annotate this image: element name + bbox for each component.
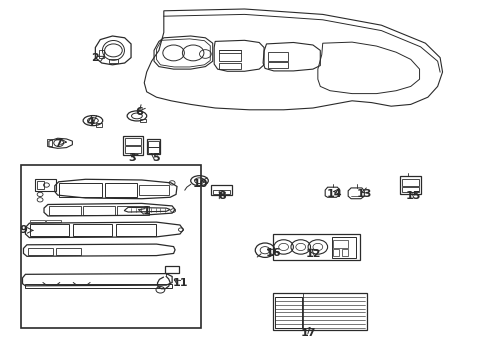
Text: 10: 10 xyxy=(192,179,208,189)
Text: 5: 5 xyxy=(152,153,160,163)
Text: 6: 6 xyxy=(135,107,143,117)
Bar xyxy=(35,179,56,191)
Text: 13: 13 xyxy=(356,189,371,199)
Bar xyxy=(267,62,287,68)
Bar xyxy=(99,50,104,58)
Bar xyxy=(401,187,418,192)
Bar xyxy=(47,139,52,146)
Text: 9: 9 xyxy=(20,225,27,235)
Bar xyxy=(28,248,53,255)
Text: 4: 4 xyxy=(86,117,94,127)
Bar xyxy=(272,293,366,330)
Bar xyxy=(213,190,229,194)
Text: 17: 17 xyxy=(300,328,315,338)
Bar xyxy=(25,284,172,288)
Bar xyxy=(331,237,355,258)
Bar xyxy=(267,52,287,61)
Bar xyxy=(59,183,102,197)
Bar xyxy=(219,63,241,69)
Bar xyxy=(125,146,141,153)
Bar xyxy=(30,220,45,222)
Bar xyxy=(83,206,115,215)
Text: 1: 1 xyxy=(142,206,150,216)
Bar xyxy=(105,183,137,197)
Text: 16: 16 xyxy=(265,248,281,258)
Bar xyxy=(140,119,145,122)
Bar xyxy=(333,249,339,256)
Bar xyxy=(20,165,201,328)
Bar xyxy=(274,297,301,328)
Bar xyxy=(401,179,418,186)
Bar xyxy=(399,176,420,194)
Bar xyxy=(219,50,241,61)
Bar xyxy=(117,206,149,215)
Bar xyxy=(37,181,44,189)
Bar xyxy=(165,266,179,273)
Bar xyxy=(73,224,112,236)
Bar xyxy=(56,248,81,255)
Bar xyxy=(49,206,81,215)
Bar xyxy=(342,249,347,256)
Bar xyxy=(108,59,118,63)
Bar xyxy=(211,185,231,195)
Text: 2: 2 xyxy=(91,53,99,63)
Text: 8: 8 xyxy=(218,191,226,201)
Bar xyxy=(46,220,61,222)
Bar xyxy=(146,139,160,154)
Bar xyxy=(139,185,168,195)
Text: 14: 14 xyxy=(326,189,342,199)
Bar xyxy=(96,123,102,127)
Bar xyxy=(333,240,347,248)
Text: 12: 12 xyxy=(305,249,320,259)
Bar xyxy=(272,234,359,260)
Bar xyxy=(123,136,142,155)
Bar xyxy=(30,224,69,236)
Text: 15: 15 xyxy=(405,191,420,201)
Text: 7: 7 xyxy=(54,139,61,149)
Text: 11: 11 xyxy=(173,278,188,288)
Bar xyxy=(125,138,141,145)
Bar xyxy=(116,224,155,236)
Bar xyxy=(148,141,159,147)
Bar xyxy=(148,147,159,153)
Text: 3: 3 xyxy=(128,153,136,163)
